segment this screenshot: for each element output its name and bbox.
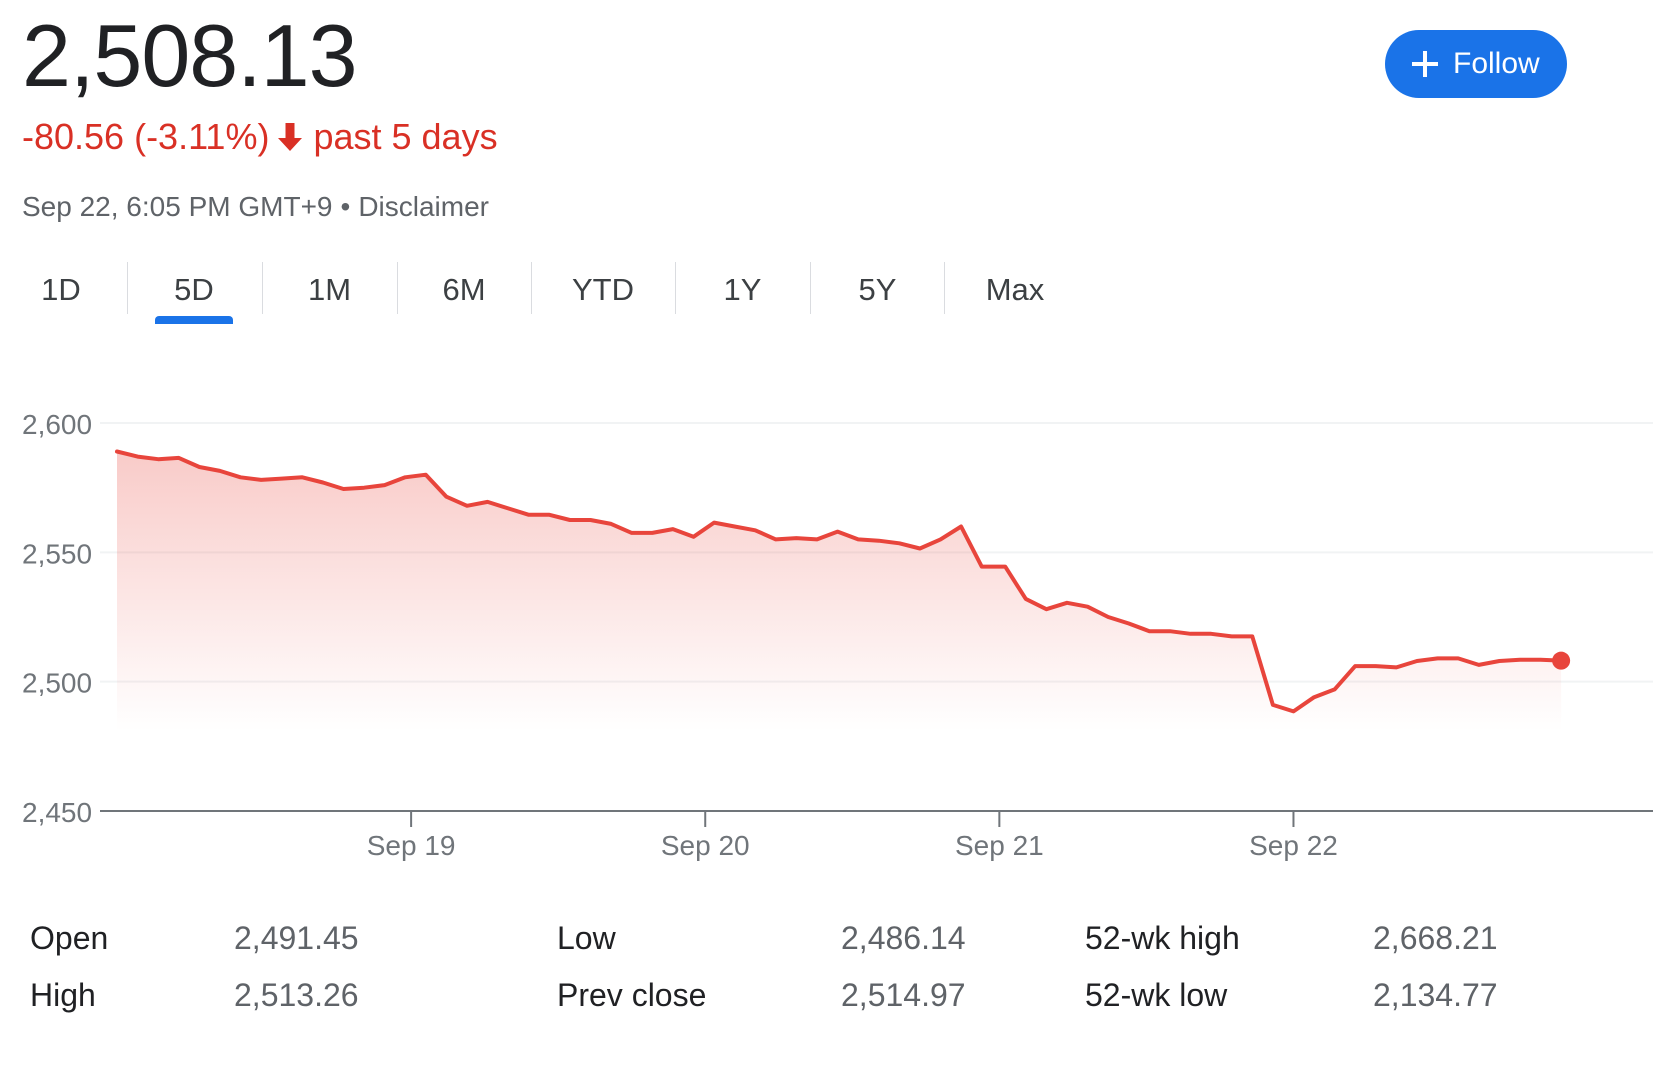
y-tick-label: 2,500	[22, 668, 92, 699]
stat-value-high: 2,513.26	[234, 977, 359, 1013]
price-change-value: -80.56 (-3.11%)	[22, 116, 270, 157]
tab-label: 5Y	[858, 272, 897, 307]
tab-divider	[675, 262, 676, 314]
current-price-dot	[1552, 651, 1571, 670]
stat-label-open: Open	[30, 920, 109, 956]
follow-label: Follow	[1453, 47, 1540, 80]
tab-divider	[944, 262, 945, 314]
stat-label-high: High	[30, 977, 96, 1013]
y-tick-label: 2,550	[22, 538, 92, 569]
tab-label: Max	[985, 272, 1045, 307]
x-tick-label: Sep 19	[367, 830, 456, 861]
quote-meta: Sep 22, 6:05 PM GMT+9 • Disclaimer	[22, 190, 489, 224]
follow-button[interactable]: Follow	[1385, 30, 1567, 98]
stat-label-52wk-high: 52-wk high	[1085, 920, 1240, 956]
stat-value-52wk-low: 2,134.77	[1373, 977, 1498, 1013]
stat-value-low: 2,486.14	[841, 920, 966, 956]
stat-label-low: Low	[557, 920, 616, 956]
stat-value-open: 2,491.45	[234, 920, 359, 956]
x-tick-label: Sep 21	[955, 830, 1044, 861]
stat-value-prev-close: 2,514.97	[841, 977, 966, 1013]
tab-6m[interactable]: 6M	[398, 256, 530, 326]
tab-label: YTD	[572, 272, 634, 307]
tab-5y[interactable]: 5Y	[811, 256, 944, 326]
price-area-fill	[117, 451, 1562, 731]
x-tick-label: Sep 22	[1249, 830, 1338, 861]
tab-label: 1Y	[723, 272, 762, 307]
arrow-down-icon	[277, 122, 303, 152]
plus-icon	[1411, 50, 1439, 78]
price-line	[115, 449, 1564, 714]
range-tabs: 1D 5D 1M 6M YTD 1Y 5Y Max	[0, 256, 1120, 326]
tab-1m[interactable]: 1M	[263, 256, 396, 326]
tab-1y[interactable]: 1Y	[676, 256, 809, 326]
tab-1d[interactable]: 1D	[0, 256, 122, 326]
chart-axes	[100, 810, 1653, 827]
chart-area-layer	[117, 451, 1562, 731]
tab-label: 6M	[442, 272, 486, 307]
stock-price: 2,508.13	[22, 6, 358, 105]
tab-label: 5D	[174, 272, 214, 307]
tab-divider	[810, 262, 811, 314]
tab-5d[interactable]: 5D	[128, 256, 260, 326]
price-chart[interactable]: 2,600 2,550 2,500 2,450 Sep 19 Sep 20 Sep 21 Se…	[0, 380, 1653, 880]
tab-divider	[531, 262, 532, 314]
tab-divider	[262, 262, 263, 314]
y-tick-label: 2,450	[22, 797, 92, 828]
stat-label-52wk-low: 52-wk low	[1085, 977, 1228, 1013]
tab-divider	[127, 262, 128, 314]
active-tab-indicator	[155, 316, 233, 324]
change-period: past 5 days	[313, 116, 498, 157]
chart-labels: 2,600 2,550 2,500 2,450 Sep 19 Sep 20 Sep 21 Se…	[22, 409, 1338, 861]
x-tick-label: Sep 20	[661, 830, 750, 861]
tab-max[interactable]: Max	[945, 256, 1085, 326]
chart-line-layer	[115, 449, 1571, 714]
meta-separator: •	[340, 191, 351, 222]
key-stats: Open 2,491.45 High 2,513.26 Low 2,486.14…	[0, 910, 1653, 1030]
tab-label: 1D	[41, 272, 81, 307]
stat-label-prev-close: Prev close	[557, 977, 707, 1013]
tab-divider	[397, 262, 398, 314]
tab-label: 1M	[307, 272, 352, 307]
stat-value-52wk-high: 2,668.21	[1373, 920, 1498, 956]
y-tick-label: 2,600	[22, 409, 92, 440]
quote-timestamp: Sep 22, 6:05 PM GMT+9	[22, 191, 333, 222]
disclaimer-link[interactable]: Disclaimer	[358, 191, 489, 222]
tab-ytd[interactable]: YTD	[532, 256, 674, 326]
price-change: -80.56 (-3.11%) past 5 days	[22, 116, 498, 158]
